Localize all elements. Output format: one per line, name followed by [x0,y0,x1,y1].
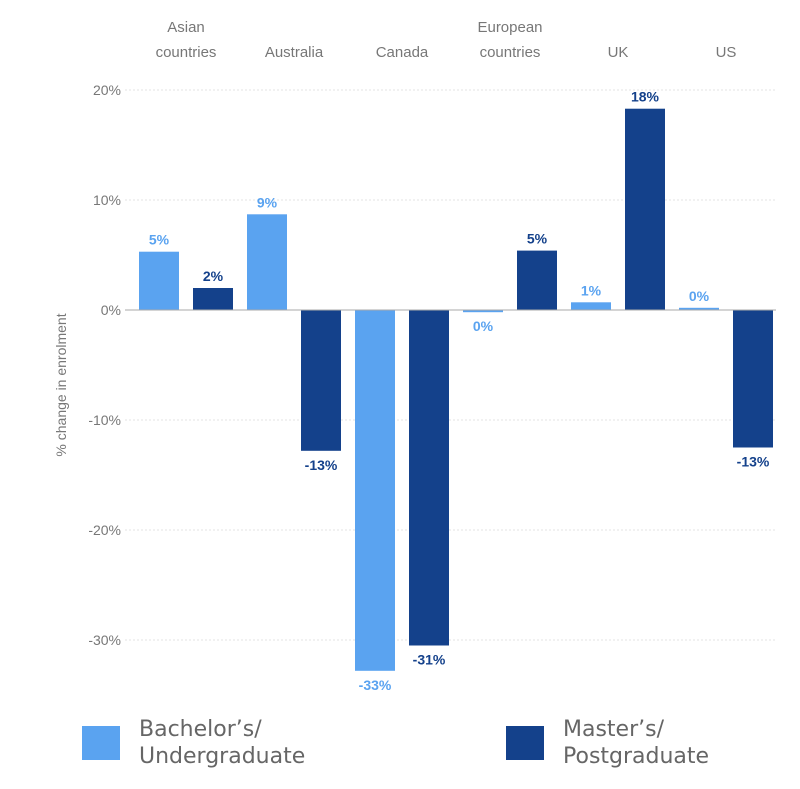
bar [733,310,773,448]
y-tick-label: -30% [88,632,121,648]
y-axis-label: % change in enrolment [53,313,69,456]
legend-swatch-bachelors [82,726,120,760]
data-label: 9% [257,194,278,210]
bar [193,288,233,310]
category-label: Canada [376,44,429,61]
bar [301,310,341,451]
bar [139,251,179,310]
y-tick-label: 20% [93,82,121,98]
bar [679,307,719,310]
data-label: -13% [737,454,770,470]
data-label: 1% [581,282,602,298]
bar [355,310,395,671]
category-label: US [716,44,737,61]
data-labels: 5% 9% -33% 0% 1% 0% 2% -13% -31% 5% 18% -13% [149,89,770,693]
y-tick-label: 0% [101,302,121,318]
data-label: -31% [413,652,446,668]
category-label: Asian [167,19,205,36]
bar [247,214,287,310]
legend-item-bachelors: Bachelor’s/ Undergraduate [82,716,305,770]
legend-swatch-masters [506,726,544,760]
data-label: 18% [631,89,660,105]
category-label: countries [156,44,217,61]
category-label: Australia [265,44,324,61]
y-tick-label: -10% [88,412,121,428]
x-axis-categories: Asian countries Australia Canada European cou… [156,19,737,61]
bars [139,108,773,671]
y-tick-label: -20% [88,522,121,538]
gridlines [125,89,776,641]
legend-item-masters: Master’s/ Postgraduate [506,716,709,770]
y-tick-label: 10% [93,192,121,208]
category-label: countries [480,44,541,61]
data-label: 2% [203,268,224,284]
category-label: UK [608,44,629,61]
data-label: -33% [359,677,392,693]
data-label: 0% [689,288,710,304]
data-label: 5% [149,232,170,248]
bar [571,302,611,310]
bar [463,310,503,313]
category-label: European [477,19,542,36]
legend-label-bachelors: Bachelor’s/ Undergraduate [139,717,306,769]
legend-label-masters: Master’s/ Postgraduate [563,717,710,769]
y-axis-ticks: 20% 10% 0% -10% -20% -30% [88,82,121,648]
data-label: 5% [527,231,548,247]
bar-chart: 20% 10% 0% -10% -20% -30% % change in enrolme… [53,19,776,693]
bar [625,108,665,310]
bar [409,310,449,646]
data-label: 0% [473,318,494,334]
data-label: -13% [305,457,338,473]
bar [517,250,557,310]
